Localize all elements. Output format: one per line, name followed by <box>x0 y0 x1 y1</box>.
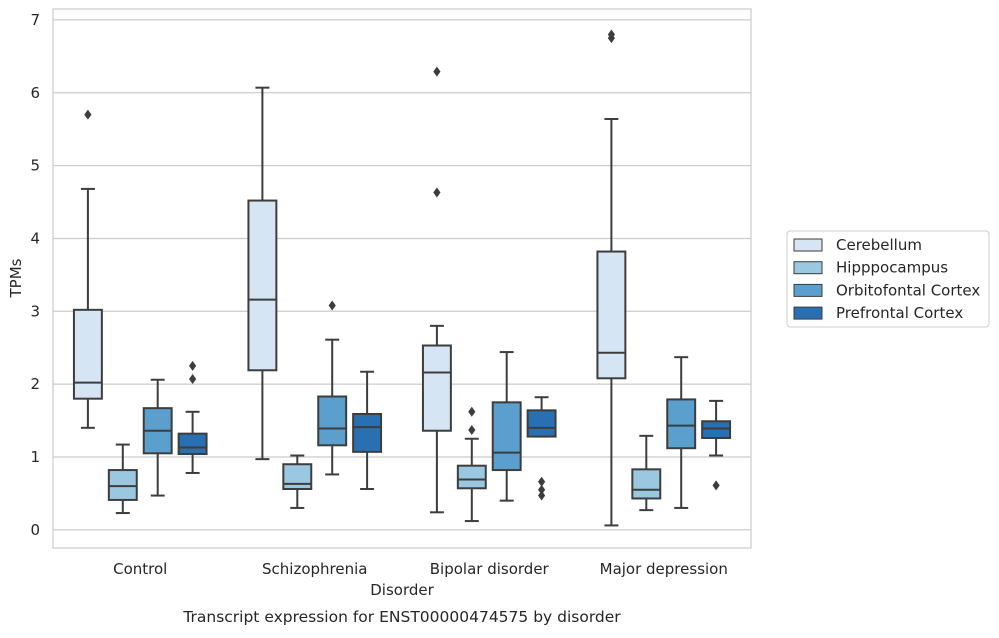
box-3-1 <box>142 378 173 497</box>
y-tick-label: 3 <box>30 302 40 320</box>
box-body <box>352 412 383 453</box>
box-body <box>596 250 627 380</box>
box-body <box>526 409 557 438</box>
box-body <box>421 344 452 432</box>
outlier-point <box>189 374 197 385</box>
box-4-1 <box>177 360 208 474</box>
box-body <box>456 464 487 490</box>
legend-swatch <box>793 261 823 275</box>
box-3-2 <box>317 300 348 476</box>
box-body <box>491 401 522 472</box>
outlier-point <box>538 476 546 487</box>
plot-frame <box>52 8 752 549</box>
box-2-4 <box>631 434 662 512</box>
box-body <box>177 432 208 456</box>
box-body <box>282 463 313 491</box>
box-body <box>247 199 278 372</box>
legend-swatch <box>793 306 823 320</box>
y-tick-label: 2 <box>30 375 40 393</box>
y-tick-label: 0 <box>30 521 40 539</box>
legend-label: Cerebellum <box>836 236 922 254</box>
x-tick-label: Control <box>113 560 167 578</box>
legend-label: Prefrontal Cortex <box>836 304 963 322</box>
legend-item: Cerebellum <box>793 236 922 254</box>
box-body <box>701 420 732 440</box>
y-tick-labels: 0 1 2 3 4 5 6 7 <box>30 11 40 539</box>
box-body <box>72 308 103 400</box>
box-body <box>631 468 662 500</box>
box-2-3 <box>456 406 487 523</box>
box-1-2 <box>247 86 278 461</box>
box-body <box>317 395 348 447</box>
y-tick-label: 6 <box>30 84 40 102</box>
x-axis-label: Disorder <box>370 581 434 599</box>
box-4-3 <box>526 396 557 501</box>
x-tick-labels: Control Schizophrenia Bipolar disorder Majo… <box>113 560 728 578</box>
outlier-point <box>468 406 476 417</box>
legend-swatch <box>793 238 823 252</box>
box-body <box>666 398 697 450</box>
box-4-2 <box>352 370 383 491</box>
x-tick-label: Schizophrenia <box>262 560 367 578</box>
box-3-4 <box>666 356 697 509</box>
box-3-3 <box>491 351 522 502</box>
legend-label: Hipppocampus <box>836 259 948 277</box>
y-tick-label: 1 <box>30 448 40 466</box>
legend: Cerebellum Hipppocampus Orbitofontal Corte… <box>786 230 990 328</box>
outlier-point <box>84 109 92 120</box>
outlier-point <box>433 66 441 77</box>
box-1-1 <box>72 109 103 429</box>
outlier-point <box>189 360 197 371</box>
box-2-2 <box>282 454 313 509</box>
outlier-point <box>712 480 720 491</box>
x-tick-label: Major depression <box>600 560 728 578</box>
outlier-point <box>607 29 615 40</box>
y-tick-label: 5 <box>30 157 40 175</box>
y-axis-label: TPMs <box>7 258 25 298</box>
box-4-4 <box>701 399 732 491</box>
plot-background <box>53 9 751 548</box>
outlier-point <box>538 490 546 501</box>
legend-swatch <box>793 283 823 297</box>
gridlines <box>53 19 751 531</box>
legend-item: Hipppocampus <box>793 259 948 277</box>
legend-item: Prefrontal Cortex <box>793 304 963 322</box>
legend-item: Orbitofontal Cortex <box>793 281 980 299</box>
y-tick-label: 7 <box>30 11 40 29</box>
legend-frame <box>786 230 990 328</box>
outlier-point <box>328 300 336 311</box>
x-tick-label: Bipolar disorder <box>430 560 550 578</box>
box-1-3 <box>421 66 452 514</box>
outlier-point <box>433 187 441 198</box>
boxes <box>72 29 732 527</box>
chart-caption: Transcript expression for ENST0000047457… <box>182 608 621 626</box>
box-2-1 <box>107 443 138 515</box>
outlier-point <box>468 425 476 436</box>
outlier-point <box>538 484 546 495</box>
legend-label: Orbitofontal Cortex <box>836 281 980 299</box>
box-1-4 <box>596 29 627 527</box>
box-body <box>107 469 138 501</box>
y-tick-label: 4 <box>30 229 40 247</box>
